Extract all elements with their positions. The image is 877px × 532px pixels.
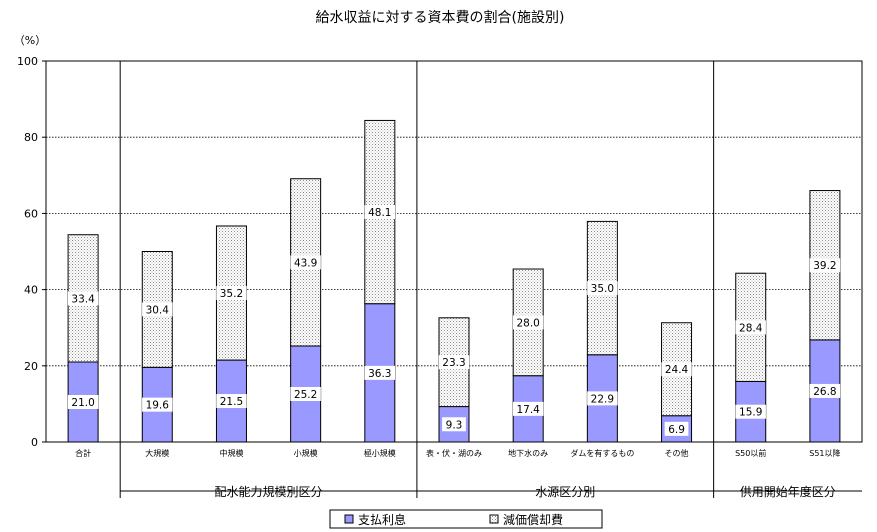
value-label-bg [512,401,544,416]
value-label-interest: 25.2 [294,389,317,401]
value-label-bg [290,386,321,401]
value-label-bg [809,383,841,398]
value-label-depreciation: 23.3 [442,357,465,369]
category-label: S50以前 [735,448,766,458]
value-label-depreciation: 48.1 [368,207,391,219]
chart-title: 給水収益に対する資本費の割合(施設別) [316,9,565,26]
value-label-bg [67,394,99,409]
value-label-interest: 21.0 [71,397,94,409]
y-tick-label: 0 [31,436,38,449]
legend-label-depreciation: 減価償却費 [503,512,563,527]
value-label-bg [290,255,321,270]
y-tick-label: 80 [24,131,38,144]
value-label-bg [67,291,99,306]
value-label-bg [142,397,173,412]
group-label: 水源区分別 [535,485,595,499]
value-label-interest: 15.9 [739,407,762,419]
legend-label-interest: 支払利息 [358,512,406,527]
value-label-bg [364,365,396,380]
legend-swatch-interest [344,514,354,524]
value-label-depreciation: 35.0 [591,283,614,295]
category-label: 合計 [75,448,91,458]
value-label-bg [216,286,247,301]
y-tick-label: 40 [24,284,38,297]
value-label-bg [364,205,396,220]
category-label: その他 [665,448,689,458]
value-label-bg [735,320,766,335]
value-label-bg [216,394,247,409]
value-label-interest: 6.9 [668,424,685,436]
y-axis-unit: （%） [14,34,46,47]
value-label-interest: 22.9 [591,393,614,405]
y-tick-label: 60 [24,207,38,220]
value-label-bg [142,302,173,317]
value-label-interest: 19.6 [146,400,170,412]
value-label-interest: 21.5 [220,396,243,408]
value-label-interest: 17.4 [516,404,540,416]
category-label: 地下水のみ [508,448,548,458]
category-label: 極小規模 [364,448,396,458]
value-label-bg [587,391,618,406]
group-label: 供用開始年度区分 [740,484,836,499]
value-label-bg [438,355,470,370]
category-label: 表・伏・湖のみ [426,448,482,458]
value-label-bg [512,315,544,330]
value-label-bg [664,421,689,436]
value-label-interest: 9.3 [446,419,463,431]
value-label-bg [809,258,841,273]
value-label-interest: 36.3 [368,368,391,380]
value-label-depreciation: 39.2 [813,260,836,272]
value-label-depreciation: 28.4 [739,322,763,334]
legend-swatch-depreciation [489,514,499,524]
category-label: ダムを有するもの [570,448,634,458]
value-label-depreciation: 30.4 [146,304,170,316]
y-tick-label: 20 [24,360,38,373]
value-label-depreciation: 24.4 [665,364,689,376]
category-label: S51以降 [809,448,840,458]
value-label-bg [442,417,466,432]
category-label: 中規模 [219,448,243,458]
y-tick-label: 100 [17,55,38,68]
value-label-bg [735,404,766,419]
value-label-bg [661,362,692,377]
value-label-bg [587,281,618,296]
value-label-interest: 26.8 [813,386,836,398]
group-label: 配水能力規模別区分 [215,484,323,499]
value-label-depreciation: 43.9 [294,257,317,269]
value-label-depreciation: 28.0 [516,317,539,329]
legend-box [329,509,603,529]
category-label: 小規模 [294,448,318,458]
value-label-depreciation: 33.4 [71,293,95,305]
category-label: 大規模 [145,448,169,458]
value-label-depreciation: 35.2 [220,288,243,300]
